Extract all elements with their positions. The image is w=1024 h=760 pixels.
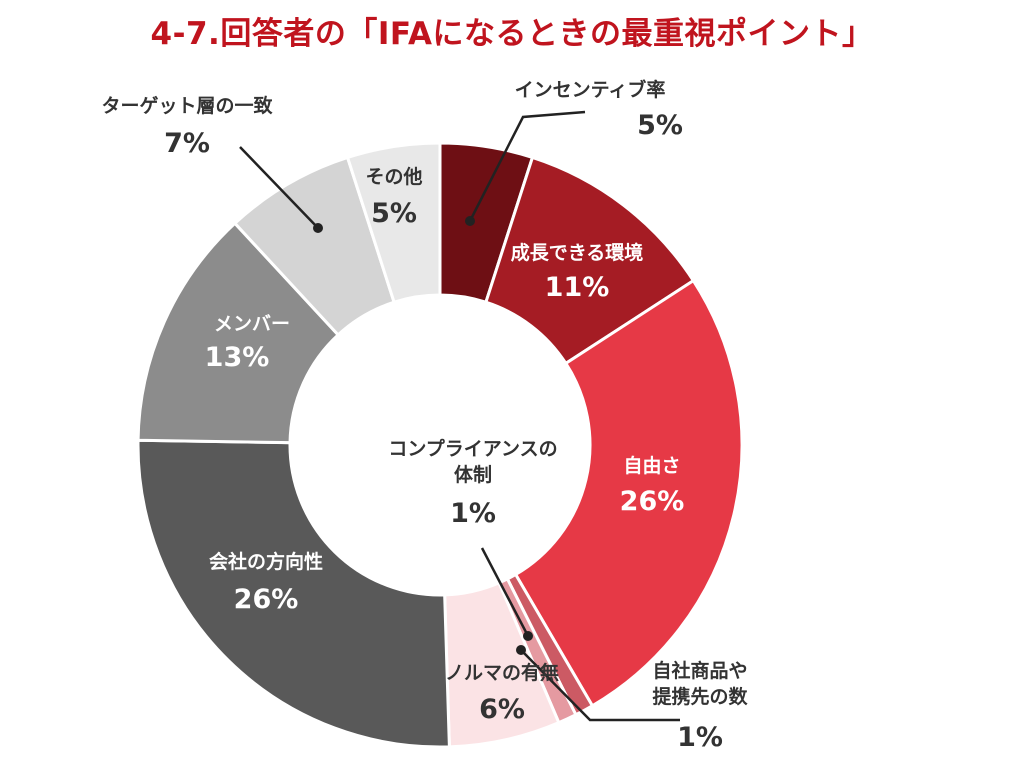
leader-line-3 [520,649,680,722]
slice-9 [345,141,442,305]
slice-label-name-1: 成長できる環境 [511,241,644,264]
slice-label-name-4: 体制 [454,463,492,486]
leader-dot-4 [523,631,533,641]
leader-line-4 [480,547,530,637]
slice-6 [136,438,451,749]
slice-label-value-3: 1% [677,722,723,753]
slice-label-name-5: ノルマの有無 [445,661,559,684]
leader-line-8 [239,146,319,229]
slice-label-value-9: 5% [371,198,417,229]
slice-2 [513,278,744,708]
leader-lines-group [239,110,680,722]
slice-label-name-3: 提携先の数 [652,685,748,708]
slice-label-name-7: メンバー [214,313,290,335]
chart-title: 4-7.回答者の「IFAになるときの最重視ポイント」 [150,16,874,52]
slice-label-value-4: 1% [450,498,496,529]
slice-label-name-0: インセンティブ率 [515,78,666,101]
leader-dot-8 [313,223,323,233]
slice-label-name-9: その他 [365,165,422,188]
slice-label-name-2: 自由さ [623,454,680,477]
slice-label-name-8: ターゲット層の一致 [101,94,273,117]
slice-label-value-1: 11% [545,272,610,303]
slice-label-value-6: 26% [234,584,299,615]
leader-dot-0 [465,216,475,226]
slice-label-name-6: 会社の方向性 [209,550,323,573]
slice-label-value-8: 7% [164,128,210,159]
slice-label-value-0: 5% [637,110,683,141]
leader-dot-3 [516,645,526,655]
slice-7 [136,221,341,445]
leader-line-0 [468,110,586,222]
slice-label-value-7: 13% [205,342,270,373]
slice-label-name-3: 自社商品や [652,659,747,682]
slice-label-value-2: 26% [620,486,685,517]
slice-label-name-4: コンプライアンスの [388,437,557,460]
slice-label-value-5: 6% [479,694,525,725]
